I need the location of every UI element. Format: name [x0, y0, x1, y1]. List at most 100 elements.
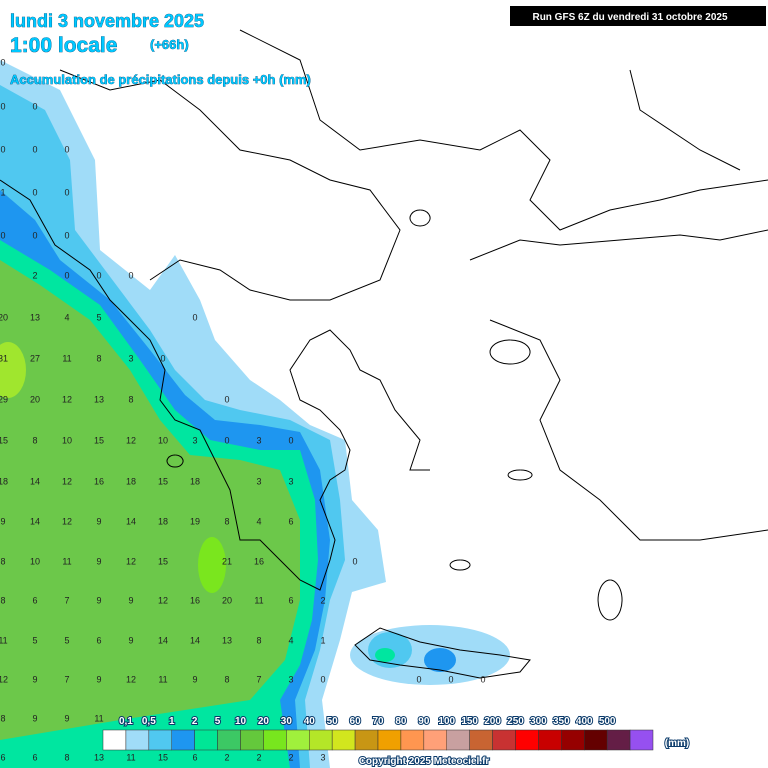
grid-value: 8 [224, 516, 229, 526]
grid-value: 3 [256, 476, 261, 486]
legend-label: 150 [461, 716, 478, 727]
grid-value: 0 [192, 312, 197, 322]
grid-value: 0 [448, 674, 453, 684]
grid-value: 15 [158, 556, 168, 566]
legend-label: 200 [484, 716, 501, 727]
grid-value: 9 [32, 674, 37, 684]
field-green [0, 260, 300, 740]
grid-value: 8 [96, 353, 101, 363]
grid-value: 8 [0, 595, 5, 605]
legend-swatch [354, 729, 379, 751]
grid-value: 0 [32, 230, 37, 240]
legend-swatch [515, 729, 539, 751]
grid-value: 13 [222, 635, 232, 645]
grid-value: 14 [158, 635, 168, 645]
grid-value: 0 [64, 187, 69, 197]
grid-value: 4 [256, 516, 261, 526]
grid-value: 0 [32, 101, 37, 111]
grid-value: 11 [62, 556, 71, 566]
grid-value: 12 [126, 556, 136, 566]
grid-value: 18 [158, 516, 168, 526]
grid-value: 6 [192, 752, 197, 762]
grid-value: 9 [128, 635, 133, 645]
legend-swatch [309, 729, 333, 751]
grid-value: 6 [32, 595, 37, 605]
legend-label: 70 [372, 716, 384, 727]
grid-value: 0 [0, 230, 5, 240]
grid-value: 6 [96, 635, 101, 645]
grid-value: 0 [0, 57, 5, 67]
grid-value: 9 [96, 516, 101, 526]
grid-value: 9 [128, 595, 133, 605]
legend-unit: (mm) [665, 738, 689, 749]
grid-value: 12 [62, 394, 72, 404]
legend-swatch [400, 729, 425, 751]
grid-value: 8 [0, 556, 5, 566]
grid-values: 00 00 0 01 0 00 0 02 0 0 020 13 4 5 031 27 11 8 3 029 20 12 13… [0, 57, 486, 762]
legend-label: 500 [599, 716, 616, 727]
precip-fields [0, 60, 510, 768]
legend-label: 50 [327, 716, 339, 727]
grid-value: 8 [0, 713, 5, 723]
grid-value: 20 [30, 394, 40, 404]
grid-value: 21 [222, 556, 232, 566]
legend-swatch [446, 729, 470, 751]
grid-value: 2 [320, 595, 325, 605]
grid-value: 8 [64, 752, 69, 762]
grid-value: 15 [0, 435, 8, 445]
grid-value: 12 [126, 674, 136, 684]
forecast-offset: (+66h) [150, 37, 189, 52]
legend-label: 1 [169, 716, 175, 727]
grid-value: 18 [190, 476, 200, 486]
grid-value: 0 [64, 230, 69, 240]
grid-value: 11 [126, 752, 135, 762]
legend-label: 10 [235, 716, 247, 727]
grid-value: 7 [256, 674, 261, 684]
legend-label: 30 [281, 716, 293, 727]
grid-value: 0 [32, 187, 37, 197]
grid-value: 9 [192, 674, 197, 684]
legend-swatch [469, 729, 493, 751]
grid-value: 1 [0, 187, 5, 197]
legend-swatch [584, 729, 608, 751]
legend-label: 80 [395, 716, 407, 727]
grid-value: 3 [256, 435, 261, 445]
grid-value: 0 [416, 674, 421, 684]
coast-turkey [469, 69, 768, 541]
grid-value: 9 [96, 674, 101, 684]
grid-value: 15 [158, 752, 168, 762]
legend-swatch [538, 729, 562, 751]
grid-value: 9 [64, 713, 69, 723]
grid-value: 18 [126, 476, 136, 486]
grid-value: 2 [224, 752, 229, 762]
grid-value: 0 [480, 674, 485, 684]
grid-value: 3 [320, 752, 325, 762]
grid-value: 15 [158, 476, 168, 486]
legend-label: 40 [304, 716, 316, 727]
grid-value: 0 [0, 144, 5, 154]
legend-swatch [492, 729, 516, 751]
grid-value: 2 [32, 270, 37, 280]
legend-label: 2 [192, 716, 198, 727]
grid-value: 0 [320, 674, 325, 684]
legend-swatch [263, 729, 287, 751]
grid-value: 1 [320, 635, 325, 645]
coast-islands [166, 209, 623, 621]
grid-value: 0 [0, 101, 5, 111]
grid-value: 8 [128, 394, 133, 404]
legend-label: 250 [507, 716, 524, 727]
grid-value: 0 [64, 270, 69, 280]
grid-value: 14 [30, 476, 40, 486]
legend-label: 300 [530, 716, 547, 727]
legend-swatch [629, 729, 654, 751]
grid-value: 12 [62, 476, 72, 486]
legend-label: 90 [418, 716, 430, 727]
legend-swatch [148, 729, 172, 751]
grid-value: 7 [64, 674, 69, 684]
grid-value: 5 [96, 312, 101, 322]
grid-value: 0 [288, 435, 293, 445]
legend-swatch [102, 729, 127, 751]
grid-value: 11 [158, 674, 167, 684]
grid-value: 8 [256, 635, 261, 645]
grid-value: 0 [96, 270, 101, 280]
